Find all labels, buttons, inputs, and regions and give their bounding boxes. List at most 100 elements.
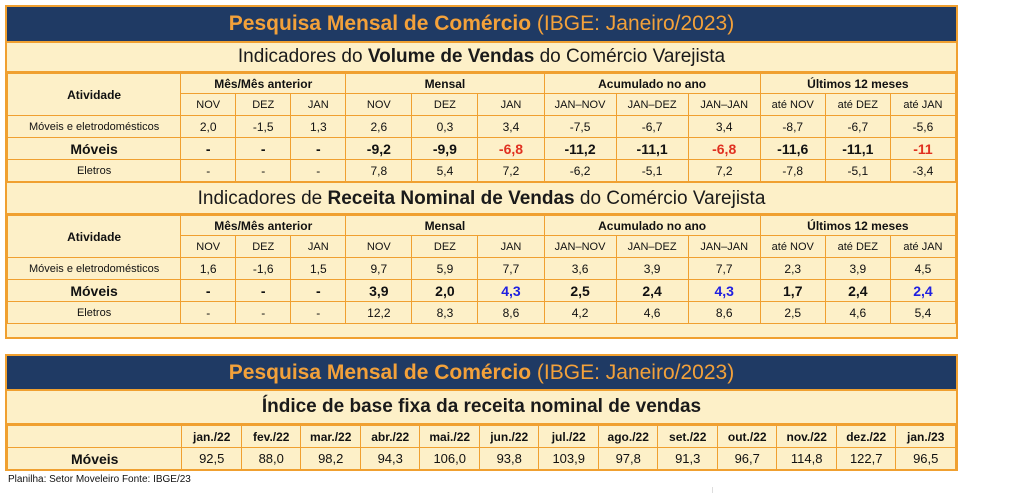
header-ultimos-12-meses: Últimos 12 meses [759, 215, 957, 236]
month-header: set./22 [657, 425, 718, 448]
month-header: abr./22 [359, 425, 421, 448]
column-subheader: até NOV [759, 93, 826, 116]
table-cell: 3,4 [687, 115, 761, 138]
indice-title: Índice de base fixa da receita nominal d… [7, 391, 956, 425]
column-subheader: DEZ [411, 93, 479, 116]
month-header: jan./23 [895, 425, 956, 448]
banner-title: Pesquisa Mensal de Comércio [228, 12, 532, 35]
table-cell: 4,5 [889, 257, 957, 280]
banner-period: (IBGE: Janeiro/2023) [536, 361, 735, 384]
header-mensal: Mensal [345, 73, 545, 94]
table-cell: - [290, 279, 347, 302]
table-cell: 2,4 [824, 279, 891, 302]
table-cell: - [235, 137, 292, 160]
table-cell: 3,6 [543, 257, 617, 280]
table-cell: 3,9 [824, 257, 891, 280]
table-cell: -3,4 [889, 159, 957, 182]
table-cell: 2,3 [759, 257, 826, 280]
table-cell: 103,9 [538, 447, 599, 470]
volume-table: Atividade Mês/Mês anterior Mensal Acumul… [6, 73, 957, 182]
row-label: Móveis e eletrodomésticos [6, 257, 182, 280]
table-cell: 5,4 [889, 301, 957, 324]
column-subheader: NOV [345, 93, 413, 116]
column-subheader: até NOV [759, 235, 826, 258]
table-cell: 7,2 [477, 159, 545, 182]
table-cell: 91,3 [657, 447, 718, 470]
table-cell: 94,3 [359, 447, 421, 470]
table-cell: - [180, 301, 237, 324]
table-cell: 8,3 [411, 301, 479, 324]
table-cell: -6,7 [824, 115, 891, 138]
volume-section-title: Indicadores do Volume de Vendas do Comér… [7, 43, 956, 73]
receita-table: Atividade Mês/Mês anterior Mensal Acumul… [6, 215, 957, 324]
column-subheader: JAN–DEZ [615, 235, 689, 258]
column-subheader: até DEZ [824, 235, 891, 258]
month-header: dez./22 [835, 425, 897, 448]
table-cell: 92,5 [181, 447, 242, 470]
table-cell: 3,9 [615, 257, 689, 280]
table-cell: 7,7 [477, 257, 545, 280]
header-acumulado: Acumulado no ano [543, 73, 761, 94]
column-subheader: JAN–JAN [687, 93, 761, 116]
table-cell: 93,8 [478, 447, 540, 470]
column-subheader: JAN–JAN [687, 235, 761, 258]
header-atividade: Atividade [6, 215, 182, 258]
indice-table: jan./22 fev./22 mar./22 abr./22 mai./22 jun./… [6, 425, 956, 470]
month-header: nov./22 [776, 425, 837, 448]
indice-panel: Pesquisa Mensal de Comércio (IBGE: Janei… [5, 354, 958, 471]
table-cell: -8,7 [759, 115, 826, 138]
month-header: jul./22 [538, 425, 599, 448]
table-cell: -7,5 [543, 115, 617, 138]
header-spacer [6, 425, 183, 448]
banner-title: Pesquisa Mensal de Comércio [228, 361, 532, 384]
table-cell: -9,9 [411, 137, 479, 160]
table-cell: - [180, 137, 237, 160]
table-cell: 3,4 [477, 115, 545, 138]
row-label: Móveis [6, 137, 182, 160]
table-cell: -11,2 [543, 137, 617, 160]
row-label: Eletros [6, 301, 182, 324]
table-cell: 4,3 [477, 279, 545, 302]
table-cell: 122,7 [835, 447, 897, 470]
table-cell: 114,8 [776, 447, 837, 470]
table-cell: 1,7 [759, 279, 826, 302]
column-subheader: JAN–DEZ [615, 93, 689, 116]
table-row: Móveis - - - -9,2 -9,9 -6,8 -11,2 -11,1 -6,8 -11,6… [6, 137, 957, 160]
divider-mark [712, 487, 713, 493]
table-cell: 8,6 [687, 301, 761, 324]
table-cell: -9,2 [345, 137, 413, 160]
receita-title-pre: Indicadores de [197, 188, 328, 209]
table-cell: -11 [889, 137, 957, 160]
month-header: ago./22 [597, 425, 659, 448]
column-subheader: JAN [290, 235, 347, 258]
header-acumulado: Acumulado no ano [543, 215, 761, 236]
table-cell: 2,0 [180, 115, 237, 138]
column-subheader: JAN–NOV [543, 93, 617, 116]
table-cell: 9,7 [345, 257, 413, 280]
table-cell: 1,6 [180, 257, 237, 280]
table-cell: 12,2 [345, 301, 413, 324]
table-cell: - [235, 279, 292, 302]
column-subheader: JAN–NOV [543, 235, 617, 258]
receita-title-post: do Comércio Varejista [574, 188, 766, 209]
row-label: Móveis e eletrodomésticos [6, 115, 182, 138]
column-subheader: JAN [477, 235, 545, 258]
table-cell: - [235, 301, 292, 324]
month-header: out./22 [716, 425, 778, 448]
table-cell: 106,0 [419, 447, 480, 470]
table-cell: 97,8 [597, 447, 659, 470]
table-cell: - [290, 137, 347, 160]
column-subheader: DEZ [235, 235, 292, 258]
column-subheader: DEZ [235, 93, 292, 116]
table-row: Móveis e eletrodomésticos 2,0 -1,5 1,3 2,6 0,… [6, 115, 957, 138]
panel-banner: Pesquisa Mensal de Comércio (IBGE: Janei… [7, 7, 956, 43]
table-cell: 2,0 [411, 279, 479, 302]
month-header: jun./22 [478, 425, 540, 448]
receita-title-bold: Receita Nominal de Vendas [327, 188, 575, 209]
column-subheader: DEZ [411, 235, 479, 258]
table-cell: -11,6 [759, 137, 826, 160]
table-cell: -5,1 [615, 159, 689, 182]
table-row: Móveis - - -3,9 2,0 4,3 2,5 2,4 4,3 1,7 2,4 2,4 [6, 279, 957, 302]
header-mes-mes-anterior: Mês/Mês anterior [180, 215, 347, 236]
volume-title-bold: Volume de Vendas [367, 46, 535, 67]
